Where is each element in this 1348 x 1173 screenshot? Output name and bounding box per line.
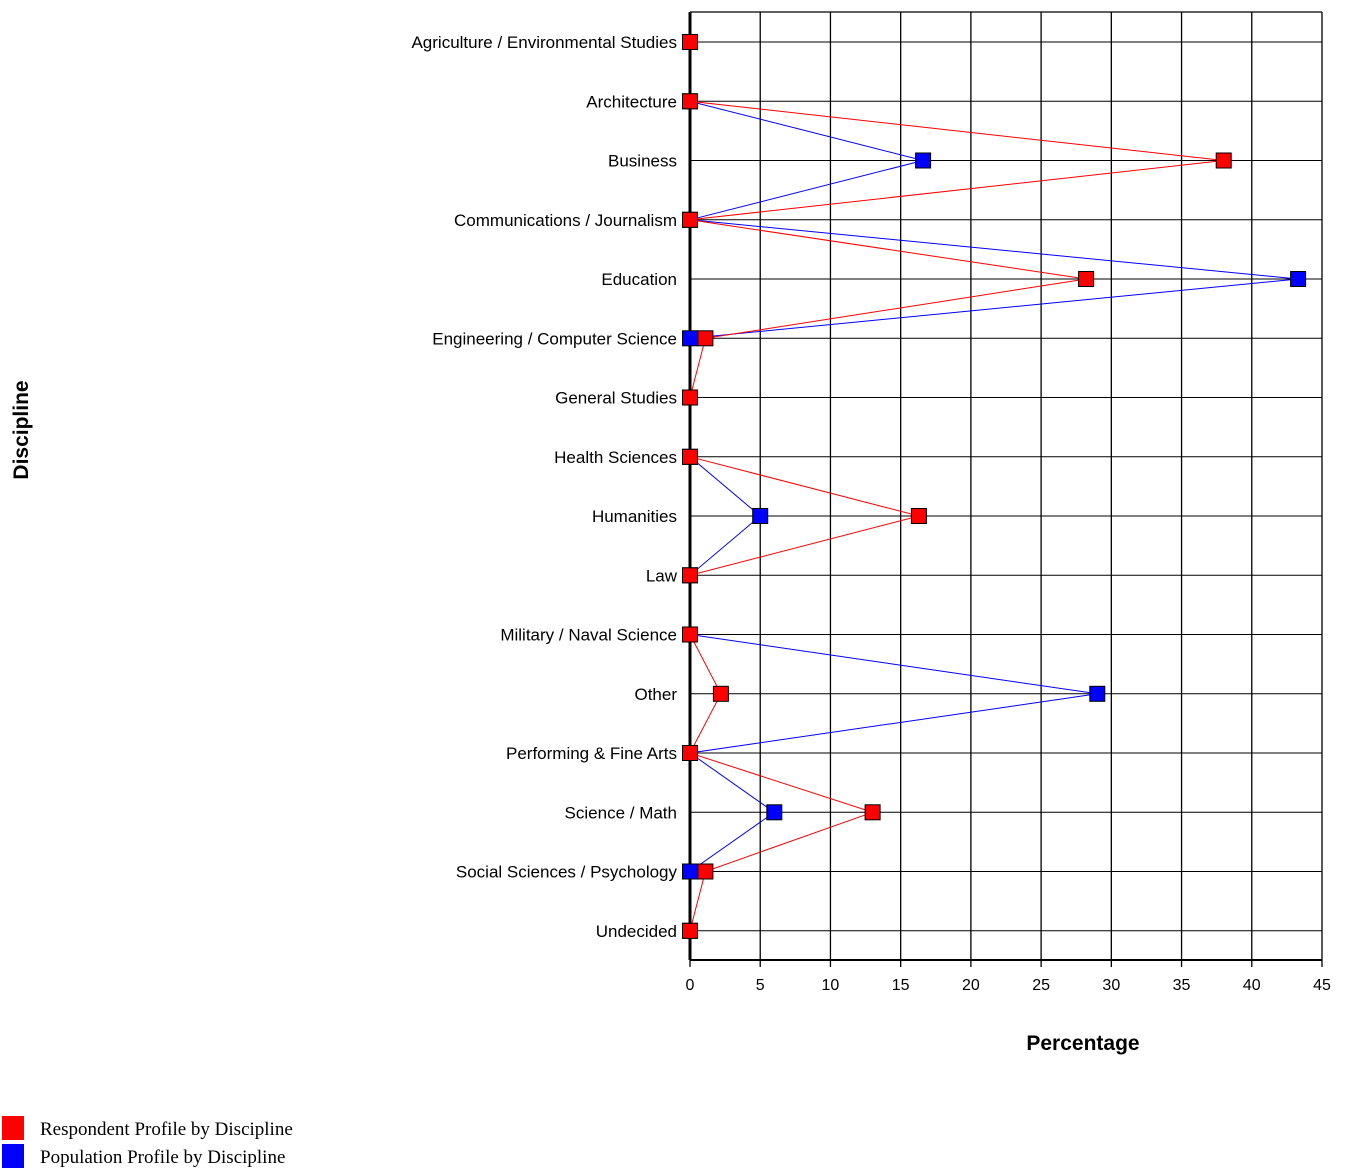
category-label: Performing & Fine Arts: [506, 744, 677, 763]
category-label: Science / Math: [565, 803, 677, 822]
data-point-1: [910, 508, 927, 524]
data-point-1: [682, 745, 698, 761]
data-point-1: [682, 93, 698, 110]
x-tick-label: 30: [1102, 977, 1120, 994]
data-point-0: [915, 152, 932, 169]
data-point-0: [1089, 685, 1106, 702]
category-label: Education: [601, 270, 677, 289]
x-tick-label: 25: [1032, 977, 1050, 994]
x-tick-label: 20: [962, 977, 980, 994]
data-point-1: [682, 448, 698, 465]
category-label: Engineering / Computer Science: [432, 329, 677, 348]
tick-labels: 0 5 10 15 20 25 30 35 40 45: [686, 977, 1331, 994]
data-point-1: [682, 34, 698, 50]
data-point-1: [712, 685, 729, 702]
x-tick-label: 40: [1243, 977, 1261, 994]
category-label: Communications / Journalism: [454, 211, 677, 230]
data-point-1: [697, 330, 714, 347]
x-tick-label: 5: [756, 977, 765, 994]
data-point-1: [697, 863, 714, 880]
x-tick-label: 0: [686, 977, 695, 994]
x-tick-label: 35: [1173, 977, 1191, 994]
x-tick-label: 10: [822, 977, 840, 994]
category-label: Agriculture / Environmental Studies: [411, 33, 677, 52]
data-point-0: [766, 804, 783, 821]
data-point-1: [682, 211, 698, 228]
x-axis-title: Percentage: [1026, 1032, 1139, 1055]
category-label: Other: [634, 685, 677, 704]
x-tick-label: 45: [1313, 977, 1331, 994]
category-label: Humanities: [592, 507, 677, 526]
data-point-1: [682, 626, 698, 643]
category-label: Business: [608, 152, 677, 171]
data-point-1: [682, 389, 698, 406]
series-line-0: [688, 42, 1299, 931]
category-label: Military / Naval Science: [500, 626, 677, 645]
legend-label: Respondent Profile by Discipline: [40, 1119, 293, 1140]
markers: [682, 34, 1307, 939]
data-point-1: [682, 567, 698, 584]
data-point-1: [864, 804, 881, 821]
legend: Respondent Profile by Discipline Populati…: [2, 1116, 293, 1168]
data-point-0: [682, 330, 698, 347]
data-point-0: [682, 863, 698, 880]
category-label: Undecided: [596, 922, 677, 941]
data-point-1: [682, 922, 698, 939]
legend-swatch: [2, 1116, 24, 1140]
category-label: Architecture: [586, 92, 677, 111]
category-label: Law: [646, 566, 678, 585]
axes: [688, 11, 1323, 967]
legend-swatch: [2, 1144, 24, 1168]
category-labels: Agriculture / Environmental Studies Archi…: [411, 33, 677, 941]
data-point-1: [1078, 271, 1095, 287]
x-tick-label: 15: [892, 977, 910, 994]
grid: [690, 12, 1323, 960]
legend-label: Population Profile by Discipline: [40, 1147, 285, 1168]
series-line-1: [689, 42, 1224, 931]
series-lines: [688, 42, 1299, 931]
y-axis-title: Discipline: [10, 380, 33, 479]
data-point-1: [1215, 152, 1232, 169]
category-label: Health Sciences: [554, 448, 677, 467]
data-point-0: [752, 508, 769, 524]
category-label: General Studies: [555, 389, 677, 408]
category-label: Social Sciences / Psychology: [456, 863, 678, 882]
data-point-0: [1290, 271, 1307, 287]
